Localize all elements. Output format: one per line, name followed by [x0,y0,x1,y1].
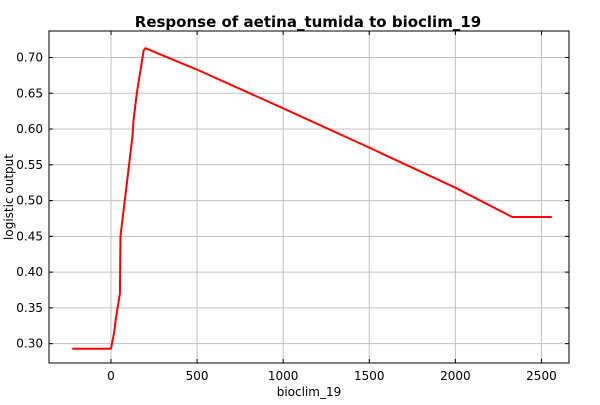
x-tick-label: 500 [186,369,209,383]
axis-ticks: 0 500 1000 1500 2000 2500 0.30 0.35 0.40 0.45 0.50… [16,31,569,383]
y-axis-label: logistic output [2,154,16,240]
series-layer [72,47,552,350]
y-tick-label: 0.45 [16,229,43,243]
x-tick-label: 2500 [526,369,557,383]
y-tick-label: 0.70 [16,50,43,64]
response-curve [72,47,552,350]
y-tick-label: 0.35 [16,301,43,315]
y-tick-label: 0.30 [16,337,43,351]
plot-frame [48,30,570,364]
x-axis-label: bioclim_19 [277,385,342,399]
y-tick-label: 0.40 [16,265,43,279]
x-tick-label: 0 [107,369,115,383]
y-tick-label: 0.65 [16,86,43,100]
y-tick-label: 0.60 [16,122,43,136]
grid-lines [49,31,569,363]
x-tick-label: 2000 [440,369,471,383]
x-tick-label: 1500 [354,369,385,383]
plot-area [49,31,569,363]
chart-title: Response of aetina_tumida to bioclim_19 [135,13,481,31]
y-tick-label: 0.55 [16,158,43,172]
x-tick-label: 1000 [268,369,299,383]
y-tick-label: 0.50 [16,194,43,208]
